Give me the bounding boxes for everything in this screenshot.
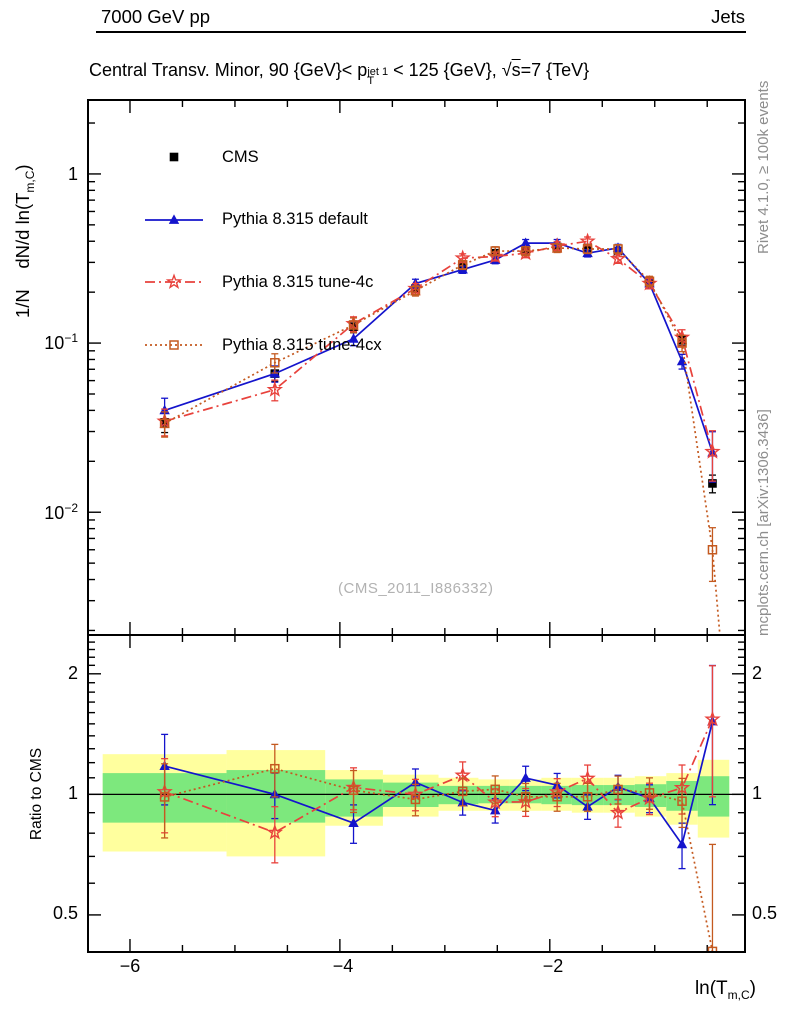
ratio-ytick-right-05: 0.5 [752,903,778,923]
xtick-m2: −2 [542,956,564,976]
main-ytick-1: 1 [67,164,78,184]
legend: CMS Pythia 8.315 default Pythia 8.315 tu… [142,108,382,394]
ratio-series [156,664,721,952]
legend-label: CMS [222,147,259,166]
legend-item-pythia-default: Pythia 8.315 default [142,207,382,234]
main-ytick-1e-1: 10−1 [44,331,78,353]
ratio-ytick-left-1: 1 [67,783,78,803]
legend-item-cms: CMS [142,144,382,171]
pythia-default-marker-icon [145,214,203,224]
axis-ticks [88,100,745,952]
legend-item-pythia-tune4c: Pythia 8.315 tune-4c [142,269,382,296]
ratio-ytick-right-2: 2 [752,663,763,683]
legend-label: Pythia 8.315 tune-4cx [222,335,382,354]
ratio-ytick-left-2: 2 [67,663,78,683]
ratio-panel-frame [87,634,746,953]
main-ytick-1e-2: 10−2 [44,501,78,523]
main-series [156,232,721,635]
xtick-m6: −6 [119,956,141,976]
x-axis-label: ln(Tm,C) [694,978,756,1002]
ratio-ytick-left-05: 0.5 [52,903,78,923]
legend-label: Pythia 8.315 tune-4c [222,272,374,291]
header-underline [96,31,746,33]
legend-item-pythia-tune4cx: Pythia 8.315 tune-4cx [142,332,382,359]
xtick-m4: −4 [332,956,354,976]
cms-marker-icon [169,152,179,162]
mcplots-credit: mcplots.cern.ch [arXiv:1306.3436] [755,409,772,636]
legend-label: Pythia 8.315 default [222,210,368,229]
watermark: (CMS_2011_I886332) [338,580,494,597]
analysis-label: Jets [711,6,745,27]
pythia-tune4c-marker-icon [145,273,203,290]
rivet-credit: Rivet 4.1.0, ≥ 100k events [755,80,772,254]
ratio-ytick-right-1: 1 [752,783,763,803]
beam-label: 7000 GeV pp [101,6,211,27]
pythia-tune4cx-marker-icon [145,340,203,350]
